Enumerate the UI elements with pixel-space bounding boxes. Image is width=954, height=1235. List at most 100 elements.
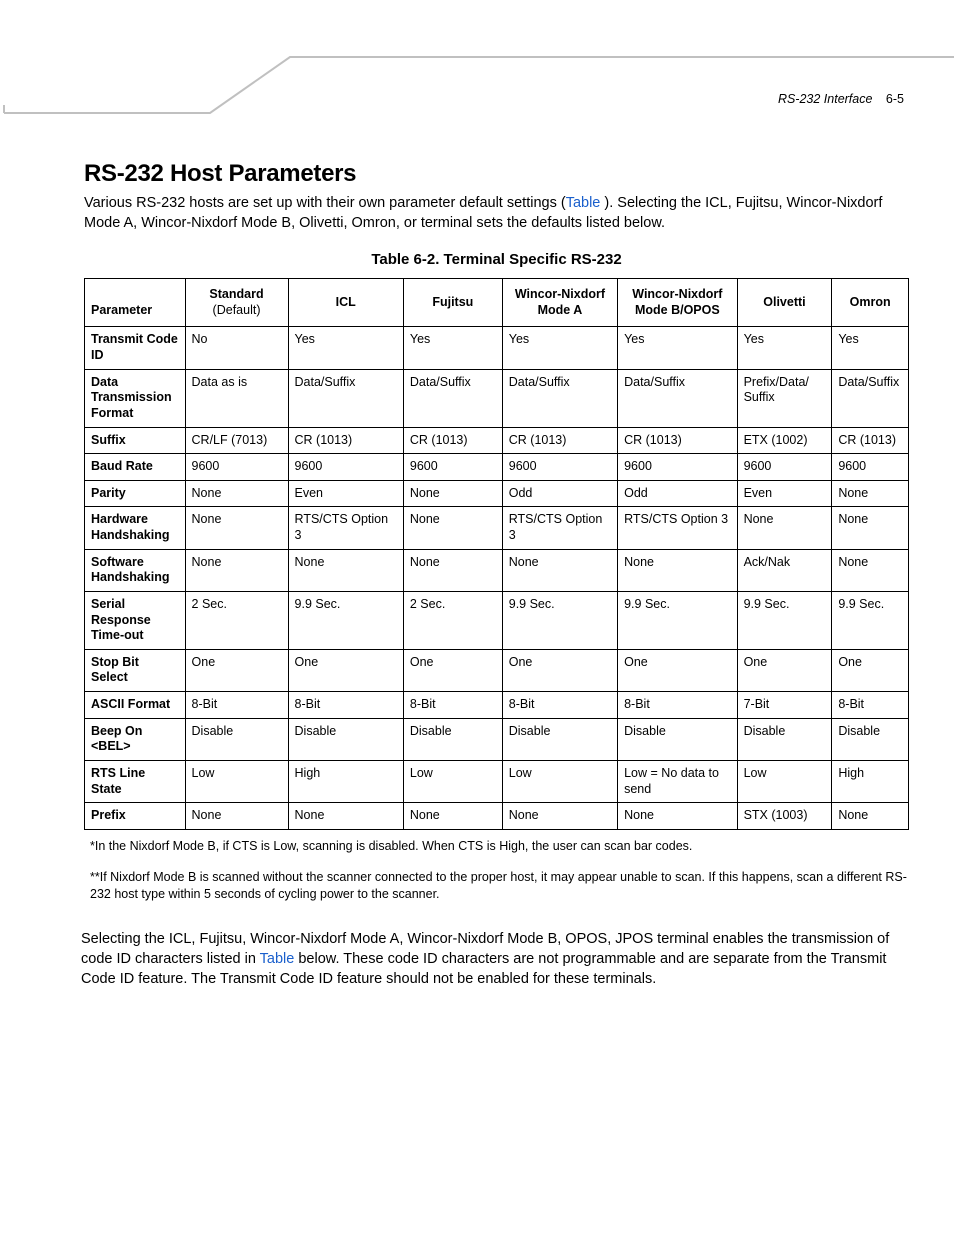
table-cell: One <box>618 649 737 691</box>
spec-table: Parameter Standard(Default) ICL Fujitsu … <box>84 278 909 830</box>
table-cell: 8-Bit <box>832 692 909 719</box>
intro-table-link[interactable]: Table <box>566 195 605 211</box>
table-cell: Low <box>403 760 502 802</box>
table-cell: Disable <box>185 718 288 760</box>
table-cell: 9.9 Sec. <box>618 591 737 649</box>
table-row: Baud Rate9600960096009600960096009600 <box>85 454 909 481</box>
table-row: Beep On <BEL>DisableDisableDisableDisabl… <box>85 718 909 760</box>
table-cell: 8-Bit <box>502 692 617 719</box>
table-row: Data Transmission FormatData as isData/S… <box>85 369 909 427</box>
row-param: Data Transmission Format <box>85 369 186 427</box>
col-header-olivetti: Olivetti <box>737 279 832 327</box>
table-row: PrefixNoneNoneNoneNoneNoneSTX (1003)None <box>85 803 909 830</box>
col-header-parameter: Parameter <box>85 279 186 327</box>
table-cell: 9600 <box>618 454 737 481</box>
table-cell: 8-Bit <box>185 692 288 719</box>
table-cell: Yes <box>618 327 737 369</box>
table-row: Hardware Handshaking None RTS/CTS Option 3… <box>85 507 909 549</box>
table-cell: None <box>832 803 909 830</box>
col-header-wincor-a: Wincor-NixdorfMode A <box>502 279 617 327</box>
table-cell: Disable <box>618 718 737 760</box>
table-cell: 2 Sec. <box>185 591 288 649</box>
page-number: 6-5 <box>886 92 904 106</box>
row-param: ASCII Format <box>85 692 186 719</box>
footnote-1: *In the Nixdorf Mode B, if CTS is Low, s… <box>90 838 909 855</box>
table-cell: Odd <box>618 480 737 507</box>
table-row: SuffixCR/LF (7013)CR (1013)CR (1013)CR (… <box>85 427 909 454</box>
row-param: Serial Response Time-out <box>85 591 186 649</box>
table-cell: CR (1013) <box>618 427 737 454</box>
row-param: Transmit Code ID <box>85 327 186 369</box>
table-cell: One <box>288 649 403 691</box>
table-cell: One <box>502 649 617 691</box>
table-body: Transmit Code IDNoYesYesYesYesYesYesData… <box>85 327 909 829</box>
table-cell: 9600 <box>403 454 502 481</box>
post-table-link[interactable]: Table <box>260 951 299 967</box>
section-title: RS-232 Host Parameters <box>84 160 909 188</box>
table-cell: Data/Suffix <box>502 369 617 427</box>
page: RS-232 Interface 6-5 RS-232 Host Paramet… <box>0 0 954 1235</box>
table-cell: Disable <box>737 718 832 760</box>
table-cell: 9.9 Sec. <box>502 591 617 649</box>
table-cell: Data/Suffix <box>618 369 737 427</box>
table-row: ASCII Format8-Bit8-Bit8-Bit8-Bit8-Bit7-B… <box>85 692 909 719</box>
table-cell: STX (1003) <box>737 803 832 830</box>
page-header: RS-232 Interface 6-5 <box>0 0 954 120</box>
table-cell: Disable <box>832 718 909 760</box>
table-cell: None <box>403 803 502 830</box>
row-param: Software Handshaking <box>85 549 186 591</box>
table-cell: 8-Bit <box>288 692 403 719</box>
table-head: Parameter Standard(Default) ICL Fujitsu … <box>85 279 909 327</box>
col-header-fujitsu: Fujitsu <box>403 279 502 327</box>
post-paragraph: Selecting the ICL, Fujitsu, Wincor-Nixdo… <box>81 930 909 989</box>
row-param: Prefix <box>85 803 186 830</box>
table-cell: Data/Suffix <box>832 369 909 427</box>
col-header-omron: Omron <box>832 279 909 327</box>
row-param: Baud Rate <box>85 454 186 481</box>
table-cell: Yes <box>502 327 617 369</box>
table-row: Software HandshakingNoneNoneNoneNoneNone… <box>85 549 909 591</box>
table-cell: 2 Sec. <box>403 591 502 649</box>
table-cell: Disable <box>502 718 617 760</box>
table-cell: 9600 <box>185 454 288 481</box>
table-cell: CR (1013) <box>832 427 909 454</box>
table-cell: 9.9 Sec. <box>288 591 403 649</box>
table-cell: None <box>618 803 737 830</box>
table-cell: Ack/Nak <box>737 549 832 591</box>
table-cell: None <box>185 480 288 507</box>
table-cell: CR (1013) <box>288 427 403 454</box>
row-param: Suffix <box>85 427 186 454</box>
table-cell: 7-Bit <box>737 692 832 719</box>
table-cell: High <box>832 760 909 802</box>
table-cell: None <box>502 803 617 830</box>
table-cell: None <box>832 507 909 549</box>
table-cell: Yes <box>737 327 832 369</box>
table-cell: 9.9 Sec. <box>737 591 832 649</box>
table-cell: Odd <box>502 480 617 507</box>
table-cell: 9600 <box>502 454 617 481</box>
intro-paragraph: Various RS-232 hosts are set up with the… <box>84 194 909 233</box>
table-cell: None <box>403 549 502 591</box>
table-cell: 9600 <box>288 454 403 481</box>
table-row: RTS Line StateLowHighLowLowLow = No data… <box>85 760 909 802</box>
table-cell: None <box>403 480 502 507</box>
table-cell: None <box>185 549 288 591</box>
row-param: Hardware Handshaking <box>85 507 186 549</box>
table-row: ParityNoneEvenNoneOddOddEvenNone <box>85 480 909 507</box>
table-row: Stop Bit SelectOneOneOneOneOneOneOne <box>85 649 909 691</box>
row-param: Parity <box>85 480 186 507</box>
table-cell: One <box>185 649 288 691</box>
table-cell: None <box>288 549 403 591</box>
table-cell: Disable <box>403 718 502 760</box>
table-cell: One <box>832 649 909 691</box>
table-cell: RTS/CTS Option 3 <box>502 507 617 549</box>
table-cell: High <box>288 760 403 802</box>
table-row: Transmit Code IDNoYesYesYesYesYesYes <box>85 327 909 369</box>
row-param: RTS Line State <box>85 760 186 802</box>
table-cell: ETX (1002) <box>737 427 832 454</box>
table-cell: RTS/CTS Option 3 <box>618 507 737 549</box>
table-cell: Disable <box>288 718 403 760</box>
col-header-icl: ICL <box>288 279 403 327</box>
table-cell: None <box>618 549 737 591</box>
table-cell: CR (1013) <box>502 427 617 454</box>
